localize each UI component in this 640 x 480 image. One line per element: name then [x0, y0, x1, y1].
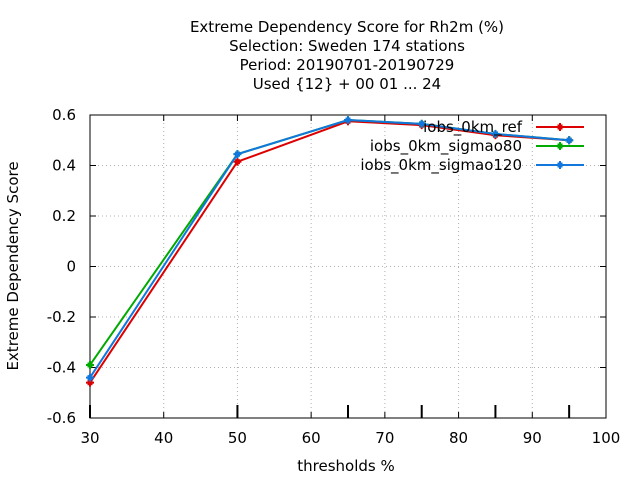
y-tick-label: -0.4 — [47, 359, 76, 377]
series-line — [89, 119, 570, 379]
x-axis-label: thresholds % — [297, 457, 394, 475]
x-tick-label: 30 — [80, 429, 99, 447]
x-tick-labels: 30 40 50 60 70 80 90 100 — [80, 429, 620, 447]
x-tick-label: 70 — [375, 429, 394, 447]
legend-label: iobs_0km_ref — [423, 118, 523, 137]
axis-ticks — [89, 114, 607, 419]
data-point — [492, 131, 498, 137]
x-tick-label: 80 — [449, 429, 468, 447]
data-point — [87, 362, 93, 368]
data-point — [419, 121, 425, 127]
legend-entry: iobs_0km_sigmao80 — [370, 137, 584, 156]
legend: iobs_0km_refiobs_0km_sigmao80iobs_0km_si… — [360, 118, 584, 175]
legend-marker — [557, 162, 563, 168]
legend-label: iobs_0km_sigmao80 — [370, 137, 522, 156]
legend-entry: iobs_0km_ref — [423, 118, 584, 137]
x-tick-label: 100 — [592, 429, 621, 447]
y-axis-label: Extreme Dependency Score — [4, 161, 22, 370]
y-tick-label: 0 — [66, 258, 76, 276]
series-line — [89, 120, 570, 384]
data-point — [566, 137, 572, 143]
y-tick-label: 0.4 — [52, 157, 76, 175]
legend-label: iobs_0km_sigmao120 — [360, 156, 522, 175]
legend-marker — [557, 124, 563, 130]
x-tick-label: 60 — [302, 429, 321, 447]
series-iobs_0km_sigmao120 — [86, 116, 574, 382]
data-point — [234, 159, 240, 165]
y-tick-label: 0.2 — [52, 207, 76, 225]
grid — [90, 115, 606, 418]
series-layer — [86, 116, 574, 387]
x-tick-label: 40 — [154, 429, 173, 447]
y-tick-label: -0.6 — [47, 409, 76, 427]
x-tick-label: 90 — [523, 429, 542, 447]
legend-marker — [557, 143, 563, 149]
title-line-1: Extreme Dependency Score for Rh2m (%) — [190, 18, 504, 36]
x-tick-label: 50 — [228, 429, 247, 447]
data-point — [345, 117, 351, 123]
title-line-3: Period: 20190701-20190729 — [240, 56, 455, 74]
title-line-2: Selection: Sweden 174 stations — [229, 37, 465, 55]
data-point — [234, 151, 240, 157]
legend-entry: iobs_0km_sigmao120 — [360, 156, 584, 175]
chart-title: Extreme Dependency Score for Rh2m (%) Se… — [190, 18, 504, 93]
y-tick-label: -0.2 — [47, 308, 76, 326]
title-line-4: Used {12} + 00 01 ... 24 — [253, 75, 441, 93]
data-point — [87, 375, 93, 381]
y-tick-labels: -0.6 -0.4 -0.2 0 0.2 0.4 0.6 — [47, 106, 76, 427]
y-tick-label: 0.6 — [52, 106, 76, 124]
data-point — [87, 380, 93, 386]
